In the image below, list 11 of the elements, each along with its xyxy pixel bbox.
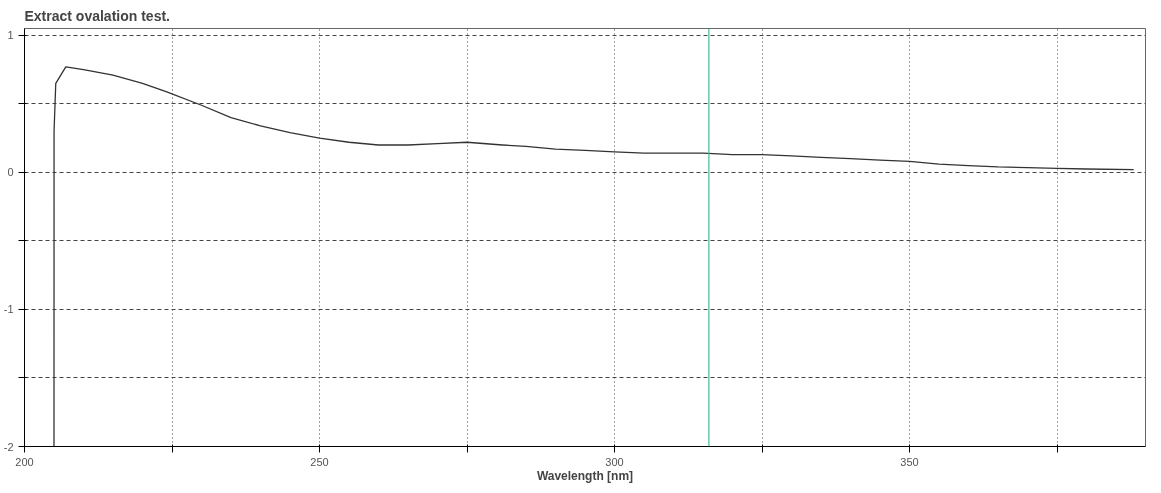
x-tick-label: 300 (605, 455, 624, 468)
x-tick-label: 350 (900, 455, 919, 468)
y-tick-label: 0 (7, 166, 14, 179)
x-tick-label: 250 (310, 455, 329, 468)
y-tick-label: -1 (3, 303, 14, 316)
y-tick-label: 1 (7, 29, 14, 42)
line-series (53, 66, 1135, 447)
chart-title: Extract ovalation test. (24, 7, 170, 24)
y-tick-label: -2 (3, 440, 14, 453)
x-tick-label: 200 (15, 455, 34, 468)
x-axis-title: Wavelength [nm] (536, 468, 634, 483)
